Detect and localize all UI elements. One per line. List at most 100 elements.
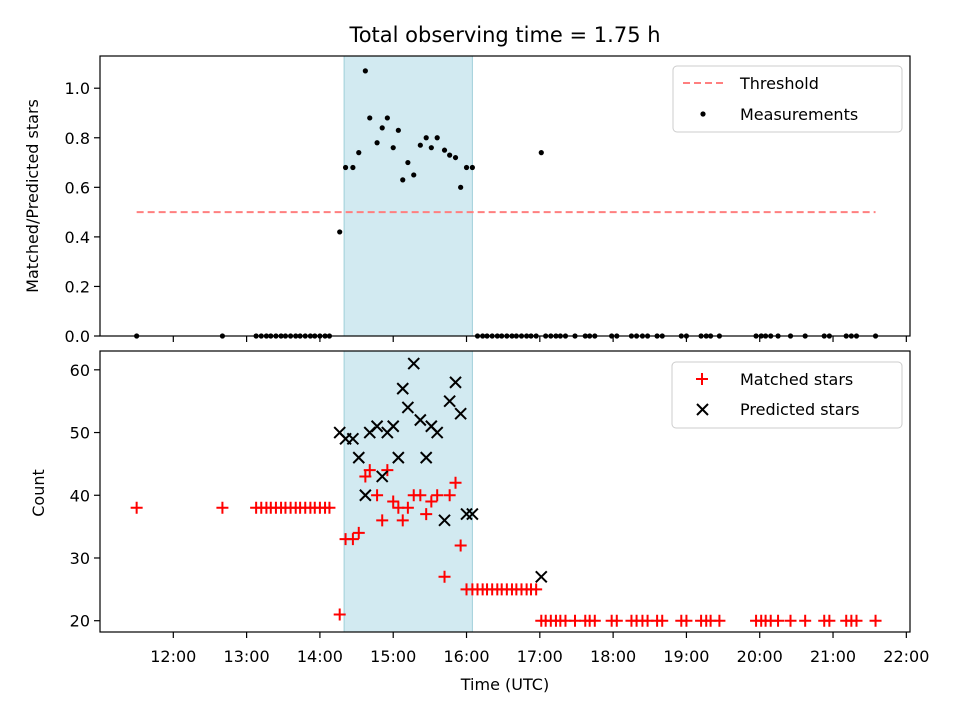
predicted-star-point [535, 570, 548, 584]
bottom-xtick-label: 19:00 [663, 647, 709, 666]
matched-star-point [680, 614, 693, 627]
predicted-star-point [359, 489, 372, 502]
matched-star-point [333, 608, 346, 621]
measurement-point [428, 145, 434, 151]
measurement-point [417, 142, 423, 148]
matched-star-point [438, 570, 451, 583]
predicted-star-point [419, 451, 433, 464]
predicted-star-point [376, 470, 389, 483]
predicted-star-point [460, 507, 473, 521]
bottom-panel: 20 30 40 50 60 12:00 13:00 14:00 15:00 16:00 17:0… [29, 350, 929, 694]
measurement-point [395, 127, 401, 133]
predicted-star-point [401, 401, 415, 414]
legend-measurements-marker [700, 111, 706, 117]
measurement-point [441, 147, 448, 153]
measurement-point [374, 140, 380, 146]
matched-star-point [431, 489, 444, 502]
matched-star-point [363, 464, 376, 477]
legend-predicted-label: Predicted stars [740, 400, 860, 419]
top-ytick-label: 0.4 [65, 228, 90, 247]
predicted-star-point [449, 376, 462, 389]
matched-star-point [425, 495, 438, 508]
top-legend-frame [672, 65, 903, 133]
measurement-point [342, 164, 349, 171]
legend-matched-marker [696, 373, 708, 385]
measurement-point [362, 68, 368, 74]
measurement-point [405, 159, 411, 166]
bottom-xtick-label: 16:00 [443, 647, 489, 666]
bottom-ytick-label: 40 [70, 486, 90, 505]
measurement-point [447, 152, 453, 158]
measurement-point [469, 164, 475, 171]
predicted-star-point [370, 420, 384, 433]
matched-star-point [346, 533, 359, 546]
measurement-point [411, 172, 417, 178]
predicted-star-point [414, 413, 427, 427]
predicted-star-point [430, 426, 444, 439]
measurement-point [390, 145, 396, 151]
matched-star-point [352, 526, 365, 539]
bottom-xtick-label: 21:00 [810, 647, 856, 666]
x-axis-label: Time (UTC) [460, 675, 549, 694]
bottom-legend-frame [671, 361, 903, 429]
measurement-point [379, 125, 385, 131]
matched-star-point [401, 501, 414, 514]
matched-star-point [359, 470, 372, 483]
predicted-star-point [387, 420, 400, 433]
matched-star-point [530, 583, 543, 596]
predicted-star-point [392, 451, 405, 464]
predicted-star-point [466, 507, 479, 521]
bottom-plot-frame [99, 350, 911, 633]
bottom-xtick-label: 14:00 [297, 647, 343, 666]
measurement-point [452, 154, 459, 161]
measurement-point [356, 150, 362, 156]
matched-star-point [772, 614, 785, 627]
measurement-point [463, 164, 470, 171]
matched-star-point [130, 501, 143, 514]
bottom-ytick-label: 50 [70, 424, 90, 443]
matched-star-point [396, 514, 409, 527]
bottom-xtick-label: 12:00 [150, 647, 196, 666]
top-y-axis-label: Matched/Predicted stars [23, 99, 42, 293]
measurement-point [337, 229, 343, 235]
matched-star-point [713, 614, 726, 627]
matched-star-point [588, 614, 601, 627]
predicted-star-point [407, 357, 420, 370]
matched-star-point [387, 495, 400, 508]
measurement-point [384, 115, 390, 121]
bottom-legend: Matched stars Predicted stars [671, 361, 903, 429]
measurement-point [434, 135, 440, 141]
top-plot-frame [99, 55, 911, 337]
legend-threshold-label: Threshold [739, 74, 819, 93]
predicted-star-point [438, 514, 451, 527]
top-shaded-region [343, 55, 473, 337]
chart-title: Total observing time = 1.75 h [348, 23, 660, 47]
bottom-xtick-label: 13:00 [224, 647, 270, 666]
top-ytick-label: 1.0 [65, 79, 90, 98]
matched-star-point [371, 489, 384, 502]
matched-star-point [610, 614, 623, 627]
matched-star-point [443, 489, 456, 502]
top-legend: Threshold Measurements [672, 65, 903, 133]
bottom-ytick-label: 20 [70, 612, 90, 631]
measurement-point [367, 115, 373, 121]
predicted-star-point [443, 394, 456, 408]
matched-star-point [850, 614, 863, 627]
measurement-point [458, 184, 464, 190]
predicted-star-point [346, 432, 360, 446]
legend-predicted-marker [696, 403, 709, 416]
bottom-y-axis-label: Count [29, 469, 48, 517]
predicted-star-point [396, 382, 409, 395]
top-ytick-label: 0.6 [65, 178, 90, 197]
measurement-point [350, 164, 356, 171]
predicted-star-point [454, 407, 467, 420]
matched-star-point [449, 476, 462, 489]
bottom-xtick-label: 18:00 [590, 647, 636, 666]
matched-star-point [414, 489, 427, 502]
matched-star-point [381, 464, 394, 477]
bottom-ytick-label: 30 [70, 549, 90, 568]
matched-star-point [323, 501, 336, 514]
top-ytick-label: 0.0 [65, 327, 90, 346]
top-ytick-label: 0.8 [65, 129, 90, 148]
matched-star-point [216, 501, 229, 514]
